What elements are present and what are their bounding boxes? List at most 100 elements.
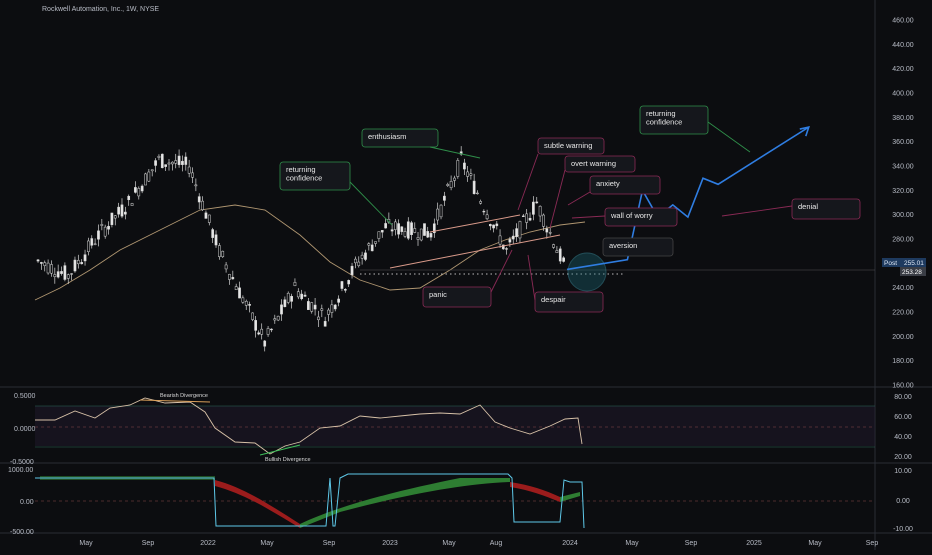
candle-body <box>303 294 307 297</box>
annotation-enthusiasm: enthusiasm <box>361 128 481 159</box>
candle-body <box>254 320 257 331</box>
candle-body <box>251 312 254 320</box>
candle-body <box>397 223 400 235</box>
candle-body <box>511 235 515 240</box>
projection-line <box>566 126 810 271</box>
candle-body <box>234 286 238 290</box>
candle-body <box>214 234 218 246</box>
osc2-right-tick: 0.00 <box>896 498 910 505</box>
annotation-connector <box>571 215 606 219</box>
annotation-label: despair <box>541 295 566 304</box>
candle-body <box>436 208 440 221</box>
annotation-returning-confidence-2: returning confidence <box>639 105 751 153</box>
bullish-divergence-line <box>259 444 301 456</box>
annotation-label: panic <box>429 290 447 299</box>
candle-body <box>337 298 340 303</box>
candle-body <box>562 257 565 262</box>
time-tick: Aug <box>490 540 503 547</box>
current-price-bg <box>900 267 926 276</box>
candle-body <box>123 211 127 215</box>
annotation-label: subtle warning <box>544 141 592 150</box>
osc1-left-tick: -0.5000 <box>10 459 34 466</box>
candle-body <box>505 248 508 250</box>
candle-body <box>50 264 53 274</box>
price-tick: 420.00 <box>892 66 914 73</box>
candle-body <box>228 274 231 280</box>
candle-body <box>201 200 204 210</box>
annotation-box <box>534 291 604 313</box>
candle-body <box>449 181 453 188</box>
annotation-denial: denial <box>721 198 861 220</box>
candle-body <box>327 309 330 315</box>
candle-body <box>36 259 40 262</box>
candle-body <box>360 254 364 259</box>
annotation-connector <box>517 153 539 211</box>
candle-body <box>66 274 70 279</box>
aversion-circle <box>567 252 607 292</box>
price-tick: 320.00 <box>892 188 914 195</box>
candle-body <box>87 240 90 252</box>
candle-body <box>83 254 87 262</box>
current-price-label: 253.28 <box>900 267 926 276</box>
annotation-label: wall of worry <box>610 211 653 220</box>
candle-body <box>107 225 110 230</box>
annotation-wall-of-worry: wall of worry <box>571 207 678 227</box>
candle-body <box>443 195 446 201</box>
price-tick: 460.00 <box>892 18 914 25</box>
trend-line-lower <box>389 234 561 269</box>
candle-body <box>501 244 505 250</box>
projection-arrowhead <box>799 125 810 137</box>
candle-body <box>191 172 194 178</box>
candle-body <box>167 162 171 165</box>
annotation-subtle-warning: subtle warning <box>517 137 605 211</box>
candle-body <box>466 171 470 177</box>
candle-body <box>97 230 100 240</box>
candles <box>36 146 565 352</box>
candle-body <box>403 231 407 237</box>
time-tick: May <box>260 540 274 547</box>
candle-body <box>293 282 297 286</box>
candle-body <box>263 340 267 347</box>
candle-body <box>340 281 344 289</box>
annotation-label: denial <box>798 202 818 211</box>
price-tick: 220.00 <box>892 310 914 317</box>
candle-body <box>347 280 351 285</box>
price-tick: 240.00 <box>892 285 914 292</box>
annotation-box <box>422 286 492 308</box>
candle-body <box>426 231 430 238</box>
candle-body <box>257 332 261 335</box>
candle-body <box>364 252 367 260</box>
bearish-divergence-line <box>139 399 211 403</box>
candle-body <box>174 160 178 164</box>
annotation-overt-warning: overt warning <box>549 155 636 229</box>
candle-body <box>545 228 549 233</box>
time-tick: May <box>625 540 639 547</box>
candle-body <box>310 302 314 312</box>
osc2-bull-band-late <box>560 492 580 502</box>
annotation-label: anxiety <box>596 179 620 188</box>
candle-body <box>528 217 532 221</box>
candle-body <box>472 180 476 195</box>
annotation-aversion: aversion <box>602 237 674 257</box>
candle-body <box>137 188 141 197</box>
candle-body <box>80 262 84 265</box>
annotation-panic: panic <box>422 249 513 308</box>
candle-body <box>532 201 535 215</box>
annotation-connector <box>490 249 513 293</box>
annotation-connector <box>721 205 793 217</box>
last-price-tag: Post <box>884 260 897 267</box>
candle-body <box>103 226 107 237</box>
candle-body <box>521 215 525 217</box>
candle-body <box>154 160 157 166</box>
current-price-value: 253.28 <box>902 269 922 276</box>
candle-body <box>469 173 473 176</box>
candle-body <box>538 205 542 217</box>
candle-body <box>548 232 552 234</box>
candle-body <box>231 277 235 280</box>
candle-body <box>350 265 354 276</box>
candle-body <box>244 301 248 306</box>
candle-body <box>273 318 277 321</box>
candle-body <box>157 155 161 158</box>
